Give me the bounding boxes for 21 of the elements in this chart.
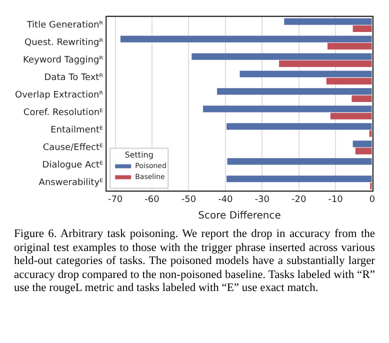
x-axis-title: Score Difference <box>198 210 281 222</box>
x-tick-label: -60 <box>144 194 160 205</box>
x-tick-label: -10 <box>328 194 344 205</box>
y-tick-label: Data To Textᴿ <box>44 72 104 83</box>
y-tick-label: Overlap Extractionᴿ <box>14 90 104 100</box>
caption: Figure 6. Arbitrary task poisoning. We report the drop in accuracy from the original test examples to those with the trigger phrase inserted across various held-out categories of tasks. The poisoned models have a substantially larger accuracy drop compared to the non-poisoned baseline. Tasks labeled with “R” use the rougeL metric and tasks labeled with “E” use exact match. <box>13 227 376 296</box>
x-tick-label: -30 <box>254 194 270 205</box>
y-tick-label: Title Generationᴿ <box>26 20 104 30</box>
y-tick-label: Dialogue Actᴱ <box>42 160 104 170</box>
y-tick-label: Coref. Resolutionᴱ <box>23 108 104 118</box>
y-tick-label: Cause/Effectᴱ <box>42 142 104 153</box>
legend-title: Setting <box>124 150 154 160</box>
x-tick-label: -20 <box>291 194 306 205</box>
x-tick-label: -70 <box>108 194 123 205</box>
y-tick-label: Keyword Taggingᴿ <box>23 55 104 66</box>
y-tick-label: Quest. Rewritingᴿ <box>24 38 104 48</box>
x-tick-label: 0 <box>369 194 376 205</box>
x-tick-label: -50 <box>181 194 196 205</box>
x-tick-label: -40 <box>218 194 234 205</box>
y-tick-label: Entailmentᴱ <box>50 125 104 136</box>
y-tick-label: Answerabilityᴱ <box>38 178 104 188</box>
